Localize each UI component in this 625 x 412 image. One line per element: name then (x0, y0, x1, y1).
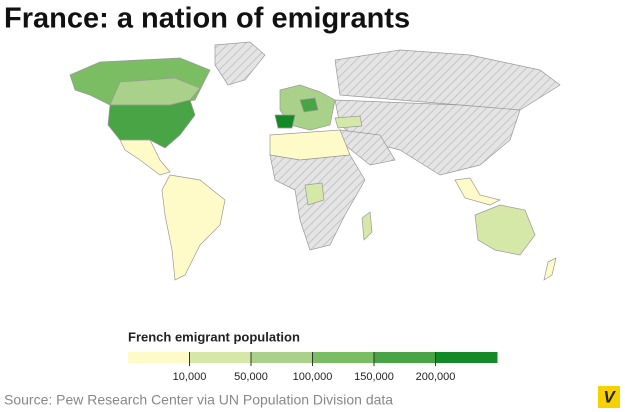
legend-swatch (374, 352, 436, 363)
southeast-asia (454, 177, 502, 206)
legend-swatch (251, 352, 313, 363)
legend-swatch (435, 352, 498, 363)
world-map (69, 41, 561, 281)
greenland (214, 41, 266, 86)
logo-box (598, 386, 620, 408)
africa (269, 154, 366, 251)
legend-swatch (312, 352, 375, 363)
switzerland-area (299, 97, 319, 113)
legend-swatch (189, 352, 252, 363)
spain (274, 114, 296, 129)
source: Source: Pew Research Center via UN Popul… (4, 392, 393, 408)
legend: 10,000 50,000 100,000 150,000 200,000 (128, 352, 498, 383)
united-states (107, 99, 196, 149)
legend-title: French emigrant population (128, 329, 300, 344)
legend-tick-label: 150,000 (354, 371, 394, 383)
mexico (119, 139, 171, 176)
legend-tick-label: 200,000 (416, 371, 456, 383)
turkey (334, 115, 363, 129)
legend-tick-label: 10,000 (173, 371, 207, 383)
new-zealand (543, 257, 557, 281)
north-africa (269, 129, 351, 161)
legend-tick-label: 100,000 (293, 371, 333, 383)
russia (334, 49, 561, 111)
logo: V (603, 387, 616, 406)
central-africa (304, 182, 325, 206)
madagascar (361, 211, 373, 241)
south-america (161, 174, 226, 281)
legend-swatch (128, 352, 190, 363)
legend-tick-label: 50,000 (234, 371, 268, 383)
australia (474, 204, 536, 256)
title: France: a nation of emigrants (4, 3, 410, 35)
